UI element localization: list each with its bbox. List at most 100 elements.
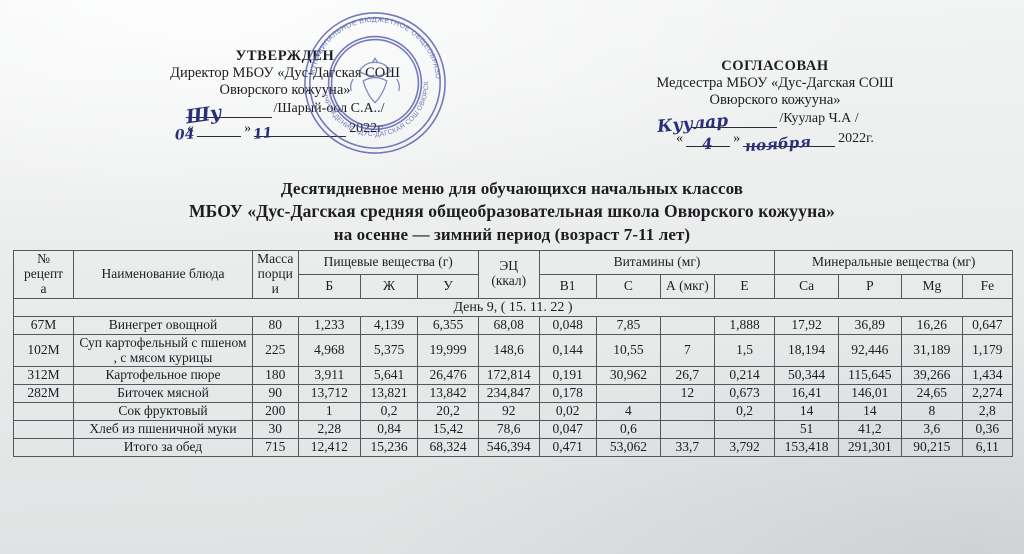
cell-vitamin-e: 0,2 <box>713 402 776 421</box>
cell-calcium: 18,194 <box>774 333 839 368</box>
cell-protein: 1,233 <box>297 315 362 335</box>
approval-quote-open: « <box>187 120 195 136</box>
approval-quote-close: » <box>244 120 252 136</box>
header-protein: Б <box>297 273 362 299</box>
cell-protein: 13,712 <box>297 384 362 404</box>
header-recipe-number: № рецепт а <box>12 250 75 299</box>
table-header-row-2: Б Ж У В1 С А (мкг) Е Ca P Mg Fe <box>14 273 1014 299</box>
header-dish-name: Наименование блюда <box>73 250 253 299</box>
cell-vitamin-c <box>595 384 662 404</box>
cell-calcium: 16,41 <box>774 384 839 404</box>
agreement-date-month-blank <box>743 132 836 148</box>
total-vitamin-c: 53,062 <box>595 437 662 457</box>
cell-mass: 80 <box>251 315 299 335</box>
cell-protein: 4,968 <box>297 333 362 368</box>
table-row: 102М Суп картофельный с пшеном , с мясом… <box>12 333 1014 368</box>
day-separator-row: День 9, ( 15. 11. 22 ) <box>13 297 1013 317</box>
cell-vitamin-a <box>660 402 715 421</box>
table-row: Сок фруктовый 200 1 0,2 20,2 92 0,02 4 0… <box>12 402 1014 421</box>
cell-vitamin-c: 4 <box>595 402 662 421</box>
cell-vitamin-c: 10,55 <box>595 333 662 368</box>
cell-dish-name: Винегрет овощной <box>73 315 253 335</box>
cell-vitamin-b1: 0,048 <box>538 315 597 335</box>
cell-vitamin-b1: 0,144 <box>538 333 597 368</box>
table-row: Хлеб из пшеничной муки 30 2,28 0,84 15,4… <box>12 419 1014 439</box>
cell-fat: 13,821 <box>360 384 419 404</box>
cell-dish-name: Хлеб из пшеничной муки <box>73 419 253 439</box>
table-row: 282М Биточек мясной 90 13,712 13,821 13,… <box>12 384 1014 404</box>
header-vitamins-group: Витамины (мг) <box>538 250 776 275</box>
agreement-signature-row: /Куулар Ч.А / <box>585 111 965 128</box>
cell-vitamin-e: 1,888 <box>713 315 776 335</box>
total-phosphorus: 291,301 <box>837 437 902 457</box>
table-header-row-1: № рецепт а Наименование блюда Масса порц… <box>12 250 1013 299</box>
cell-vitamin-e: 1,5 <box>713 333 776 368</box>
approval-org-line-1: Директор МБОУ «Дус-Дагская СОШ <box>170 65 400 82</box>
agreement-date-day-blank <box>686 132 731 148</box>
cell-vitamin-e: 0,673 <box>713 384 776 404</box>
header-energy: ЭЦ (ккал) <box>477 250 540 299</box>
cell-magnesium: 16,26 <box>900 315 963 335</box>
title-line-1: Десятидневное меню для обучающихся начал… <box>280 179 744 198</box>
header-vitamin-b1: В1 <box>538 273 597 299</box>
cell-vitamin-e <box>713 419 776 439</box>
cell-dish-name: Картофельное пюре <box>73 366 253 386</box>
table-row: 312М Картофельное пюре 180 3,911 5,641 2… <box>12 366 1014 386</box>
cell-energy: 148,6 <box>477 333 540 368</box>
total-vitamin-a: 33,7 <box>660 437 715 457</box>
agreement-signature-name: /Куулар Ч.А / <box>779 111 859 127</box>
agreement-date-row: « » 2022г. <box>585 131 965 148</box>
cell-energy: 172,814 <box>477 366 540 386</box>
header-phosphorus: P <box>837 273 902 299</box>
total-label: Итого за обед <box>73 437 253 457</box>
table-row: 67М Винегрет овощной 80 1,233 4,139 6,35… <box>12 315 1014 335</box>
cell-vitamin-c: 30,962 <box>595 366 662 386</box>
cell-fat: 4,139 <box>360 315 419 335</box>
cell-iron: 2,274 <box>961 384 1014 404</box>
header-energy-line1: ЭЦ <box>499 258 519 274</box>
total-recipe-number <box>12 437 75 457</box>
approval-signature-line <box>185 102 272 118</box>
total-iron: 6,11 <box>961 437 1014 457</box>
cell-dish-name: Суп картофельный с пшеном , с мясом кури… <box>73 333 253 368</box>
table-body: День 9, ( 15. 11. 22 ) 67М Винегрет овощ… <box>12 297 1014 457</box>
cell-vitamin-a: 12 <box>660 384 715 404</box>
cell-calcium: 14 <box>774 402 839 421</box>
approval-year: 2022г <box>349 120 383 136</box>
cell-vitamin-a <box>660 419 715 439</box>
header-iron: Fe <box>961 273 1014 299</box>
header-vitamin-a: А (мкг) <box>660 273 715 299</box>
cell-recipe-number: 102М <box>12 333 75 368</box>
cell-iron: 1,434 <box>961 366 1014 386</box>
menu-nutrition-table: № рецепт а Наименование блюда Масса порц… <box>12 250 1014 457</box>
header-portion-mass-line3: и <box>271 280 279 296</box>
cell-recipe-number: 67М <box>12 315 75 335</box>
cell-iron: 0,647 <box>961 315 1014 335</box>
cell-magnesium: 3,6 <box>900 419 963 439</box>
agreement-org-line-2: Овюрского кожууна» <box>709 92 841 109</box>
header-recipe-number-line2: рецепт <box>23 265 64 281</box>
total-vitamin-b1: 0,471 <box>538 437 597 457</box>
agreement-signature-line <box>691 112 778 128</box>
cell-carbs: 13,842 <box>417 384 479 404</box>
agreement-keyword: СОГЛАСОВАН <box>721 58 829 74</box>
cell-phosphorus: 92,446 <box>837 333 902 368</box>
cell-energy: 68,08 <box>477 315 540 335</box>
cell-magnesium: 8 <box>900 402 963 421</box>
cell-phosphorus: 14 <box>837 402 902 421</box>
cell-recipe-number: 312М <box>12 366 75 386</box>
day-label: День 9, ( 15. 11. 22 ) <box>13 297 1013 317</box>
cell-iron: 0,36 <box>961 419 1014 439</box>
cell-mass: 225 <box>251 333 299 368</box>
cell-phosphorus: 115,645 <box>837 366 902 386</box>
approval-org-line-2: Овюрского кожууна» <box>219 82 351 99</box>
approval-block-right: СОГЛАСОВАН Медсестра МБОУ «Дус-Дагская С… <box>585 58 965 148</box>
cell-energy: 92 <box>477 402 540 421</box>
header-magnesium: Mg <box>900 273 963 299</box>
cell-calcium: 17,92 <box>774 315 839 335</box>
cell-carbs: 15,42 <box>417 419 479 439</box>
cell-calcium: 51 <box>774 419 839 439</box>
cell-vitamin-c: 0,6 <box>595 419 662 439</box>
cell-fat: 0,84 <box>360 419 419 439</box>
cell-protein: 1 <box>297 402 362 421</box>
